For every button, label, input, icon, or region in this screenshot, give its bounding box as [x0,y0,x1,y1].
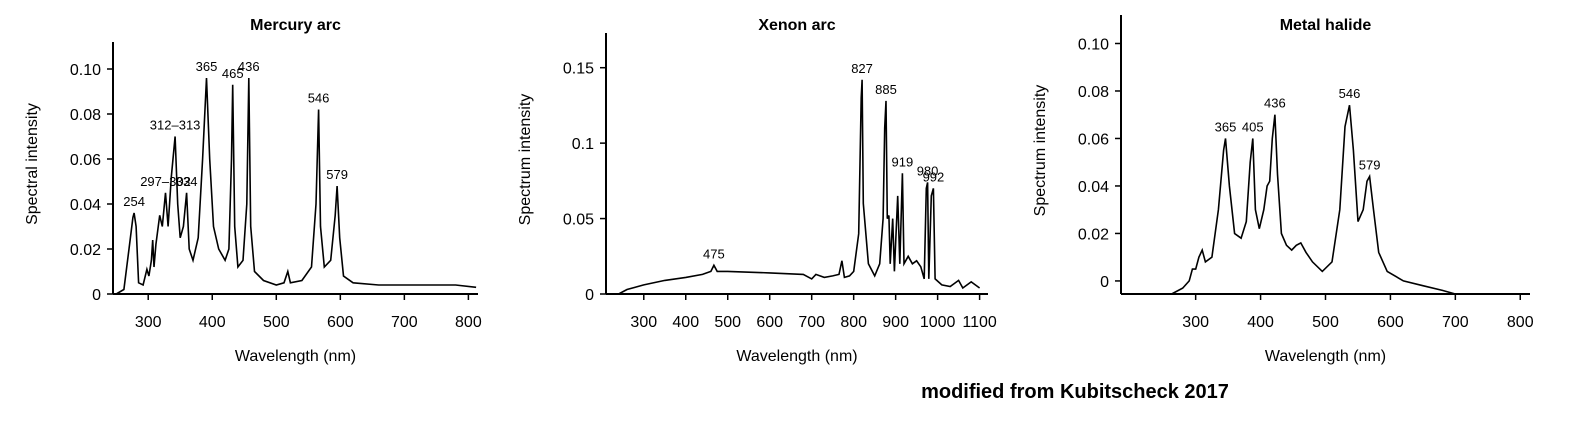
peak-label: 436 [1264,96,1286,111]
chart-title: Mercury arc [250,17,341,34]
y-tick-label: 0.04 [1078,179,1109,196]
peak-label: 885 [875,82,897,97]
x-tick-label: 700 [798,314,825,331]
y-tick-label: 0.02 [1078,226,1109,243]
peak-label: 992 [923,169,945,184]
caption: modified from Kubitscheck 2017 [921,381,1229,403]
x-tick-label: 600 [327,314,354,331]
y-tick-label: 0.05 [563,212,594,229]
x-tick-label: 600 [756,314,783,331]
x-tick-label: 600 [1377,314,1404,331]
y-tick-label: 0.04 [70,197,101,214]
peak-label: 546 [1339,86,1361,101]
x-tick-label: 700 [1442,314,1469,331]
y-tick-label: 0.10 [70,62,101,79]
peak-label: 579 [1359,157,1381,172]
x-tick-label: 800 [1507,314,1534,331]
y-tick-label: 0.08 [1078,84,1109,101]
x-axis-label: Wavelength (nm) [235,348,356,365]
x-tick-label: 1100 [962,314,997,331]
peak-label: 312–313 [150,118,201,133]
peak-label: 365 [196,59,218,74]
x-tick-label: 1000 [920,314,956,331]
peak-label: 405 [1242,119,1264,134]
spectrum-line [115,77,477,295]
chart-title: Metal halide [1280,17,1372,34]
y-tick-label: 0 [92,287,101,304]
y-tick-label: 0.1 [572,136,594,153]
x-tick-label: 500 [1312,314,1339,331]
peak-label: 579 [326,167,348,182]
y-tick-label: 0.06 [70,152,101,169]
y-axis-label: Spectral intensity [24,103,41,225]
x-tick-label: 300 [135,314,162,331]
peak-label: 436 [238,59,260,74]
y-tick-label: 0 [1100,274,1109,291]
x-tick-label: 700 [391,314,418,331]
x-tick-label: 300 [630,314,657,331]
x-tick-label: 300 [1182,314,1209,331]
y-axis-label: Spectrum intensity [517,94,534,226]
peak-label: 254 [123,194,145,209]
peak-label: 465 [222,66,244,81]
peak-label: 334 [176,174,198,189]
y-tick-label: 0 [585,287,594,304]
x-tick-label: 400 [1247,314,1274,331]
spectrum-line [1171,105,1456,295]
peak-label: 297–302 [140,174,191,189]
x-axis-label: Wavelength (nm) [736,348,857,365]
y-tick-label: 0.02 [70,242,101,259]
x-tick-label: 500 [263,314,290,331]
peak-label: 546 [308,91,330,106]
peak-label: 827 [851,61,873,76]
x-axis-label: Wavelength (nm) [1265,348,1386,365]
y-axis-label: Spectrum intensity [1032,85,1049,217]
peak-label: 980 [917,163,939,178]
x-tick-label: 900 [882,314,909,331]
y-tick-label: 0.06 [1078,131,1109,148]
y-tick-label: 0.15 [563,61,594,78]
y-tick-label: 0.10 [1078,36,1109,53]
x-tick-label: 400 [672,314,699,331]
x-tick-label: 500 [714,314,741,331]
peak-label: 919 [892,154,914,169]
x-tick-label: 800 [840,314,867,331]
x-tick-label: 800 [455,314,482,331]
x-tick-label: 400 [199,314,226,331]
chart-title: Xenon arc [758,17,835,34]
peak-label: 475 [703,246,725,261]
y-tick-label: 0.08 [70,107,101,124]
peak-label: 365 [1215,119,1237,134]
spectrum-line [618,79,981,295]
